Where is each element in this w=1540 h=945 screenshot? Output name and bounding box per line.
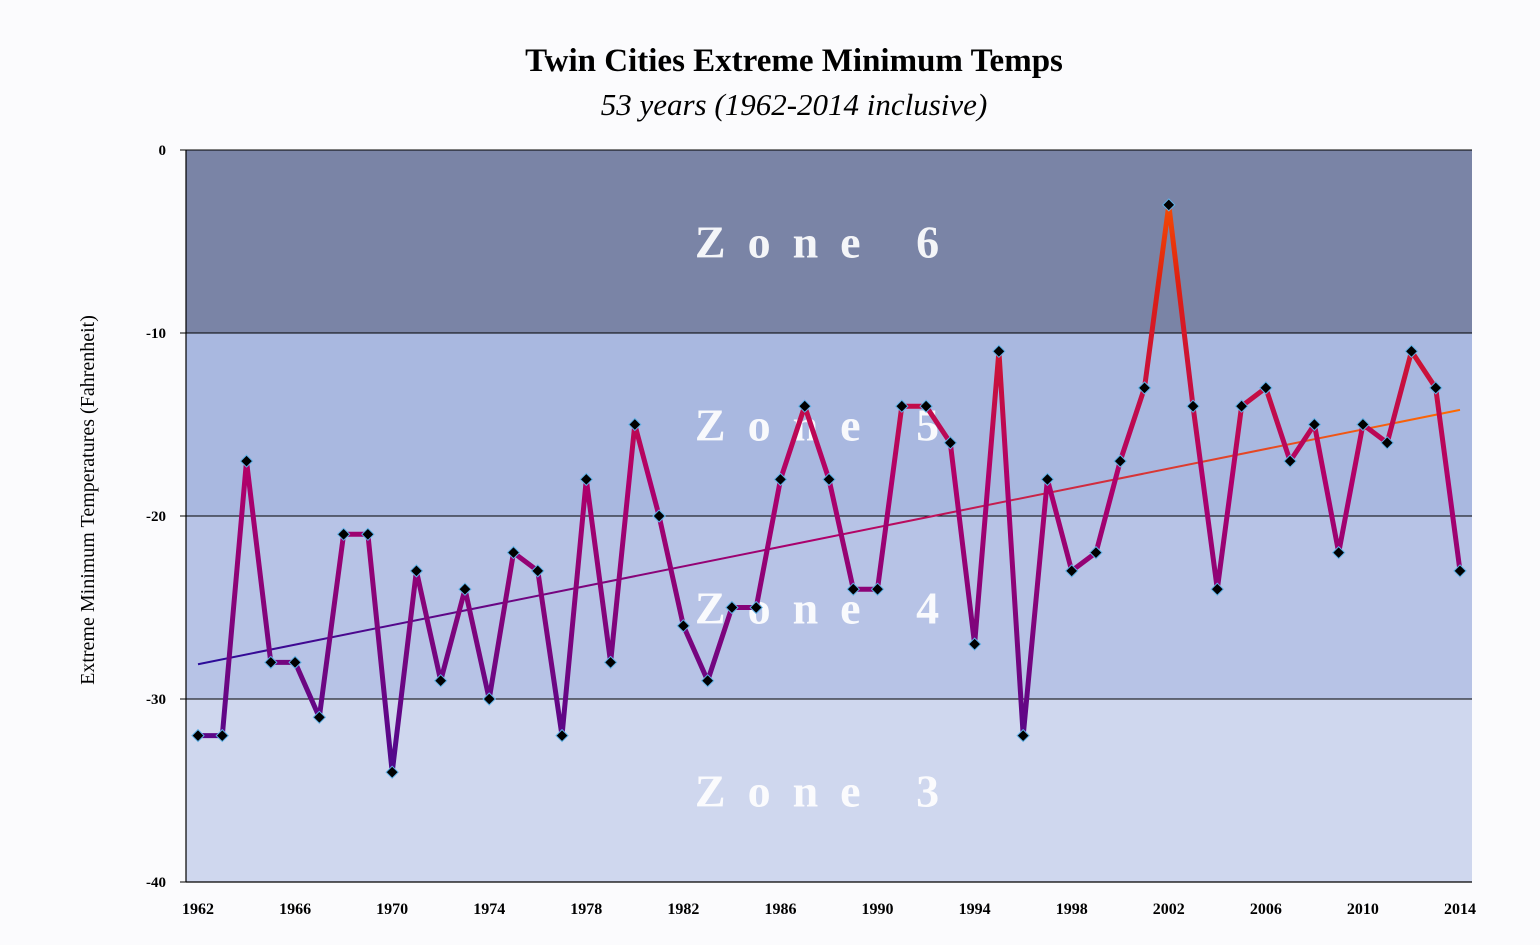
x-tick-label-11: 2006	[1250, 901, 1282, 918]
data-point-1975	[506, 545, 521, 560]
x-tick-label-3: 1974	[473, 901, 505, 918]
data-point-2011	[1380, 436, 1394, 450]
data-point-1995	[992, 344, 1006, 359]
data-point-2004	[1210, 582, 1225, 596]
data-point-1984	[725, 600, 739, 615]
x-tick-label-12: 2010	[1347, 901, 1379, 918]
data-point-1970	[385, 765, 399, 779]
zone-band-2	[186, 516, 1472, 699]
zone-band-3	[186, 699, 1472, 882]
data-point-1997	[1040, 472, 1055, 487]
chart-title: Twin Cities Extreme Minimum Temps	[525, 43, 1063, 79]
data-point-2012	[1404, 344, 1419, 359]
y-axis-label: Extreme Minimum Temperatures (Fahrenheit…	[77, 315, 99, 685]
zone-band-0	[186, 150, 1472, 333]
data-point-1969	[361, 527, 375, 542]
data-point-1992	[919, 399, 933, 413]
y-tick-label-1: -10	[146, 326, 166, 342]
data-point-2001	[1137, 381, 1152, 395]
x-tick-label-1: 1966	[279, 901, 311, 918]
data-point-1965	[264, 655, 278, 670]
data-point-2005	[1234, 399, 1249, 413]
data-point-2006	[1259, 381, 1273, 395]
data-point-2009	[1331, 545, 1346, 560]
zone-label-0: Zone 6	[695, 217, 961, 268]
data-point-1962	[191, 728, 205, 743]
data-point-1983	[700, 673, 715, 688]
data-point-1998	[1064, 564, 1079, 578]
data-point-1982	[676, 619, 691, 633]
data-point-1981	[652, 509, 666, 523]
x-tick-label-13: 2014	[1444, 901, 1476, 918]
data-point-1974	[482, 692, 496, 706]
data-point-1978	[579, 472, 594, 487]
data-point-2014	[1453, 564, 1467, 578]
data-point-1966	[288, 655, 302, 670]
data-point-1977	[555, 728, 569, 743]
x-tick-label-0: 1962	[182, 901, 214, 918]
data-point-1987	[798, 399, 812, 413]
x-tick-label-9: 1998	[1056, 901, 1088, 918]
x-tick-label-4: 1978	[570, 901, 602, 918]
data-point-1976	[531, 564, 545, 578]
y-tick-label-0: 0	[159, 143, 167, 159]
data-point-2010	[1356, 417, 1370, 432]
data-point-1986	[773, 472, 788, 487]
data-point-1968	[336, 527, 351, 542]
data-point-1973	[458, 582, 472, 596]
data-point-2000	[1113, 454, 1127, 468]
data-point-1988	[822, 472, 836, 487]
data-point-1979	[603, 655, 618, 670]
x-tick-label-5: 1982	[667, 901, 699, 918]
data-point-2003	[1186, 399, 1200, 413]
x-tick-label-2: 1970	[376, 901, 408, 918]
data-point-1985	[749, 600, 763, 615]
data-point-1991	[895, 399, 909, 413]
data-point-1972	[433, 673, 448, 688]
data-point-1963	[215, 728, 229, 743]
data-point-1980	[628, 417, 642, 432]
data-point-1971	[409, 564, 424, 578]
data-point-2007	[1283, 454, 1297, 468]
data-point-1996	[1016, 728, 1030, 743]
y-tick-label-3: -30	[146, 692, 166, 708]
chart-subtitle: 53 years (1962-2014 inclusive)	[601, 87, 988, 122]
x-tick-label-10: 2002	[1153, 901, 1185, 918]
x-tick-label-8: 1994	[959, 901, 991, 918]
y-tick-label-2: -20	[146, 509, 166, 525]
data-point-1989	[846, 582, 860, 596]
y-tick-label-4: -40	[146, 875, 166, 891]
data-point-1994	[967, 637, 982, 651]
zone-label-3: Zone 3	[695, 766, 961, 817]
x-tick-label-7: 1990	[862, 901, 894, 918]
data-point-2002	[1162, 198, 1176, 212]
data-point-1993	[943, 436, 958, 450]
data-point-1990	[870, 582, 885, 596]
data-point-1964	[239, 454, 254, 468]
data-point-1967	[312, 710, 327, 725]
data-point-1999	[1089, 545, 1103, 560]
data-point-2013	[1429, 381, 1443, 395]
data-point-2008	[1307, 417, 1322, 432]
x-tick-label-6: 1986	[764, 901, 796, 918]
